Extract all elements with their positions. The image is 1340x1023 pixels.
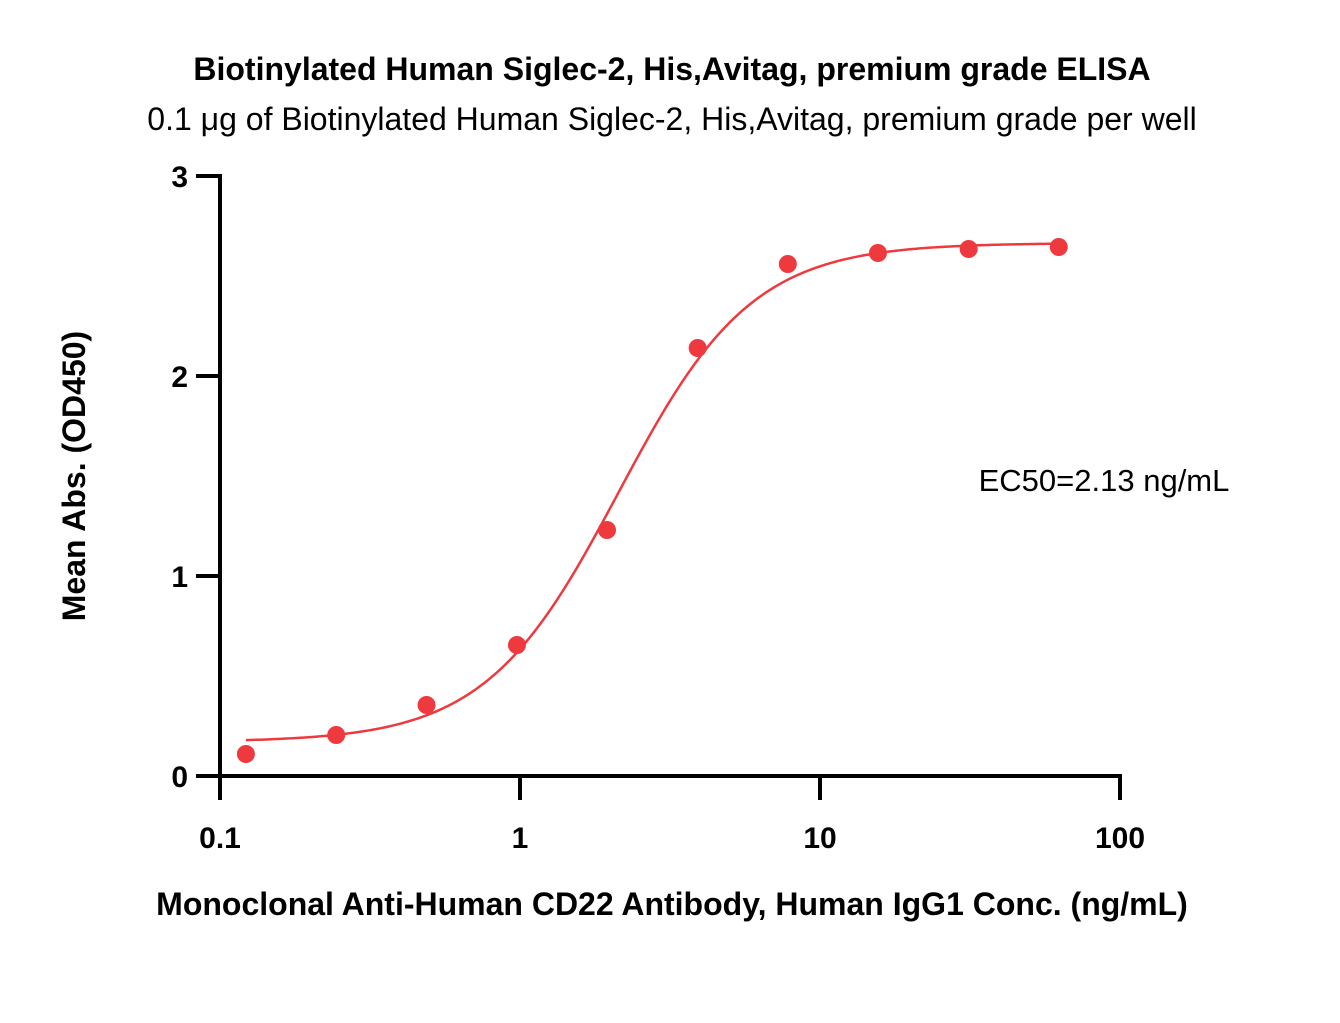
x-tick-label: 10 [803, 822, 836, 855]
data-point [327, 726, 346, 744]
x-axis-label: Monoclonal Anti-Human CD22 Antibody, Hum… [156, 886, 1188, 922]
axes [218, 174, 1122, 778]
y-axis-label: Mean Abs. (OD450) [56, 331, 92, 621]
x-tick-label: 1 [512, 822, 529, 855]
data-point [236, 745, 255, 763]
chart-subtitle: 0.1 μg of Biotinylated Human Siglec-2, H… [147, 101, 1196, 137]
data-point [688, 339, 707, 357]
ticks [196, 174, 1122, 800]
x-tick-label: 0.1 [199, 822, 241, 855]
x-tick-label: 100 [1095, 822, 1145, 855]
data-point [1049, 238, 1068, 256]
data-point [868, 244, 887, 262]
tick-labels: 0.1 1 10 100 0 1 2 3 [171, 161, 1145, 855]
chart-title: Biotinylated Human Siglec-2, His,Avitag,… [193, 51, 1150, 87]
data-points [236, 238, 1068, 763]
ec50-annotation: EC50=2.13 ng/mL [979, 463, 1230, 498]
y-tick-label: 2 [171, 361, 188, 394]
fit-curve [245, 242, 1059, 742]
data-point [959, 240, 978, 258]
y-tick-label: 0 [171, 761, 188, 794]
y-tick-label: 3 [171, 161, 188, 194]
data-point [598, 521, 617, 539]
data-point [507, 636, 526, 654]
data-point [417, 696, 436, 714]
y-tick-label: 1 [171, 561, 188, 594]
data-point [778, 255, 797, 273]
